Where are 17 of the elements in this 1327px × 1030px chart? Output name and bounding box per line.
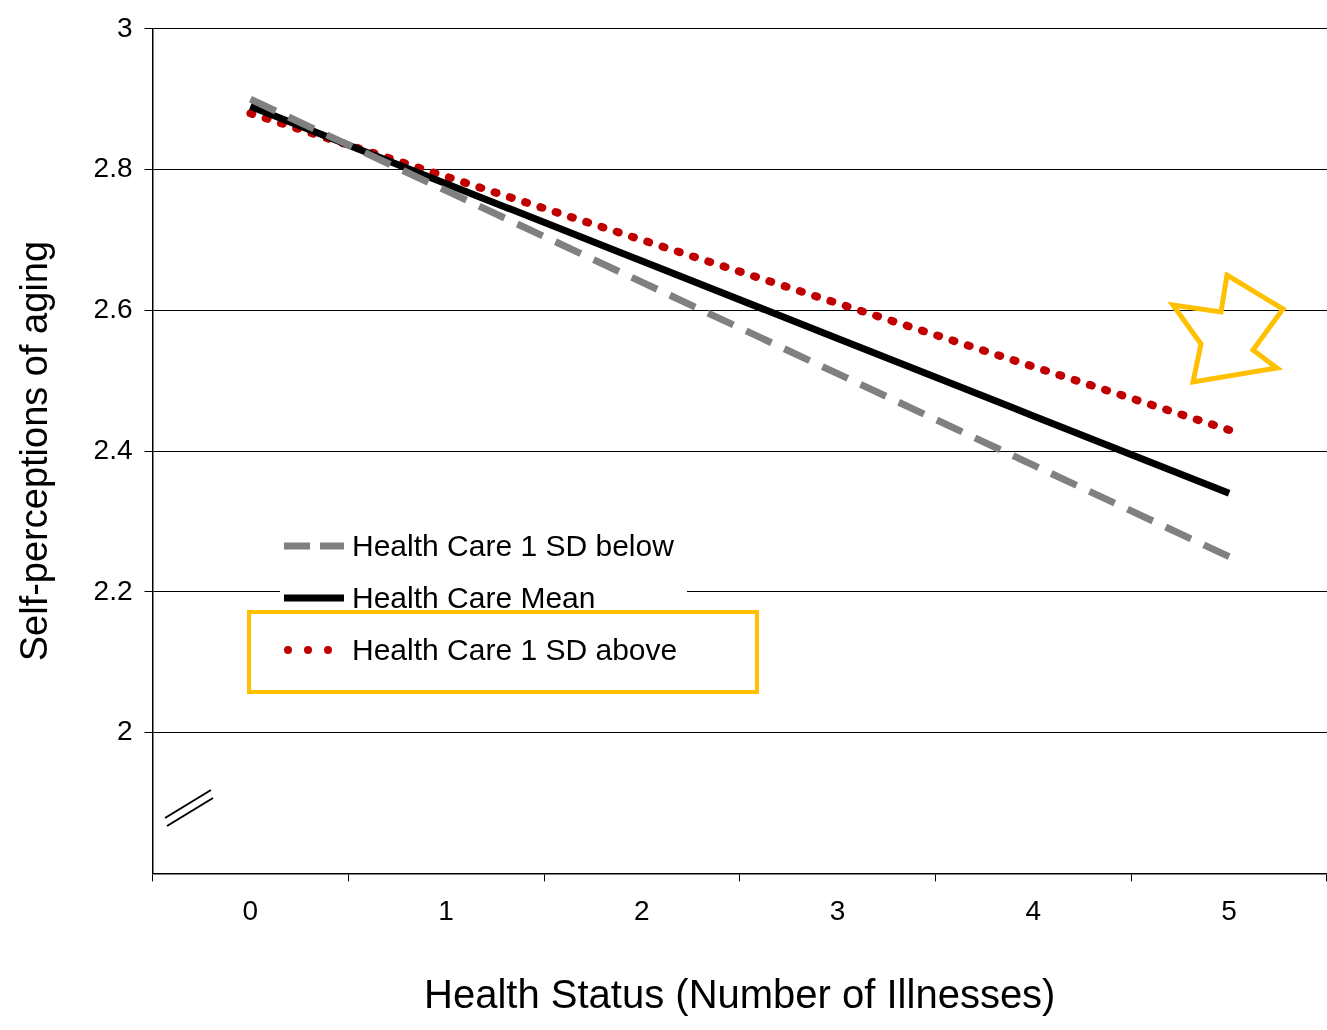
x-axis-title: Health Status (Number of Illnesses) (424, 972, 1056, 1017)
y-tick-label: 2 (116, 715, 133, 747)
y-tick-label: 2.8 (93, 152, 133, 184)
x-tick-label: 1 (438, 894, 454, 926)
y-axis-title: Self-perceptions of aging (13, 240, 56, 662)
y-tick-label: 2.6 (93, 293, 133, 325)
legend-label: Health Care 1 SD below (352, 529, 674, 563)
x-tick-label: 2 (634, 894, 650, 926)
x-tick-label: 4 (1025, 894, 1042, 926)
legend-label: Health Care 1 SD above (352, 633, 678, 667)
x-tick-label: 0 (242, 894, 259, 926)
y-tick-label: 2.4 (93, 433, 133, 465)
x-tick-label: 3 (829, 894, 846, 926)
x-tick-label: 5 (1221, 894, 1237, 926)
legend-label: Health Care Mean (352, 581, 596, 615)
y-tick-label: 2.2 (93, 574, 133, 606)
y-tick-label: 3 (116, 11, 133, 43)
